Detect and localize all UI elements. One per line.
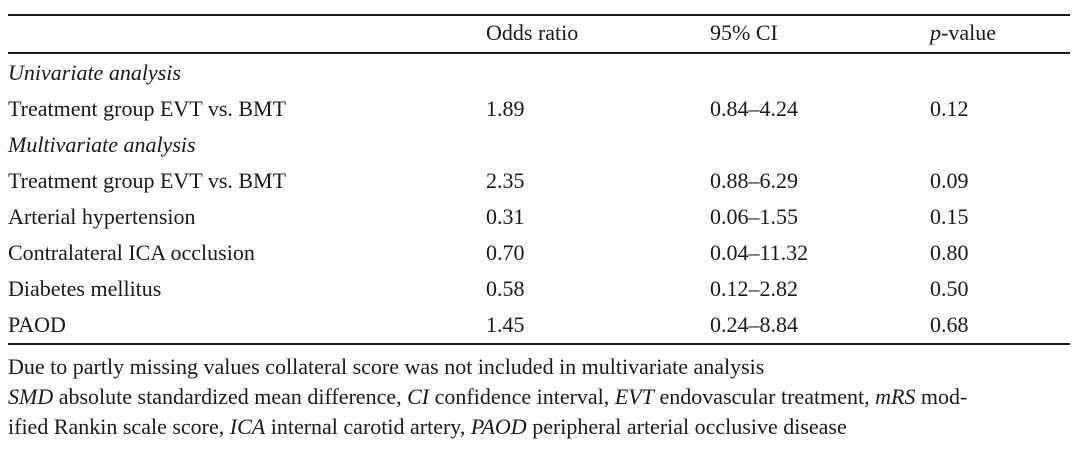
- table-cell-p-value: 0.12: [930, 96, 969, 121]
- abbr-definition: internal carotid artery,: [265, 414, 471, 439]
- abbr-definition: endovascular treatment,: [653, 384, 876, 409]
- abbr-definition: mod-: [915, 384, 968, 409]
- table-row-label: Treatment group EVT vs. BMT: [8, 96, 287, 121]
- header-p-value: p-value: [930, 20, 996, 46]
- abbr-term: PAOD: [470, 414, 527, 439]
- table-cell-p-value: 0.15: [930, 204, 969, 229]
- abbr-term: SMD: [8, 384, 54, 409]
- table-row-label: Diabetes mellitus: [8, 276, 162, 301]
- abbr-term: ICA: [229, 414, 266, 439]
- table-cell-p-value: 0.80: [930, 240, 969, 265]
- table-cell-odds-ratio: 0.58: [486, 276, 525, 301]
- table-cell-odds-ratio: 2.35: [486, 168, 525, 193]
- abbr-definition: peripheral arterial occlusive disease: [526, 414, 847, 439]
- table-row-label: Arterial hypertension: [8, 204, 196, 229]
- table-cell-ci: 0.06–1.55: [710, 204, 798, 229]
- abbr-definition: ified Rankin scale score,: [8, 414, 230, 439]
- table-row-label: Contralateral ICA occlusion: [8, 240, 255, 265]
- table-cell-odds-ratio: 1.45: [486, 312, 525, 337]
- table-cell-ci: 0.84–4.24: [710, 96, 798, 121]
- section-title-univariate: Univariate analysis: [8, 60, 181, 85]
- table-cell-ci: 0.04–11.32: [710, 240, 809, 265]
- table-cell-odds-ratio: 1.89: [486, 96, 525, 121]
- table-top-rule: [8, 14, 1070, 16]
- abbr-term: CI: [407, 384, 430, 409]
- table-cell-odds-ratio: 0.70: [486, 240, 525, 265]
- table-cell-p-value: 0.50: [930, 276, 969, 301]
- abbr-term: mRS: [875, 384, 916, 409]
- header-95-ci: 95% CI: [710, 20, 778, 45]
- table-bottom-rule: [8, 343, 1070, 345]
- table-cell-ci: 0.88–6.29: [710, 168, 798, 193]
- table-cell-p-value: 0.09: [930, 168, 969, 193]
- header-p-rest: -value: [941, 20, 996, 45]
- abbr-definition: confidence interval,: [429, 384, 615, 409]
- abbr-definition: absolute standardized mean difference,: [53, 384, 408, 409]
- table-row-label: PAOD: [8, 312, 66, 337]
- header-p-italic: p: [930, 20, 941, 45]
- abbr-term: EVT: [614, 384, 654, 409]
- table-row-label: Treatment group EVT vs. BMT: [8, 168, 287, 193]
- header-odds-ratio: Odds ratio: [486, 20, 579, 45]
- table-cell-p-value: 0.68: [930, 312, 969, 337]
- footnote-abbreviations: SMD absolute standardized mean differenc…: [8, 382, 1070, 442]
- table-cell-ci: 0.12–2.82: [710, 276, 798, 301]
- footnote-missing-values: Due to partly missing values collateral …: [8, 354, 765, 379]
- table-header-rule: [8, 52, 1070, 54]
- table-cell-ci: 0.24–8.84: [710, 312, 798, 337]
- section-title-multivariate: Multivariate analysis: [8, 132, 196, 157]
- table-cell-odds-ratio: 0.31: [486, 204, 525, 229]
